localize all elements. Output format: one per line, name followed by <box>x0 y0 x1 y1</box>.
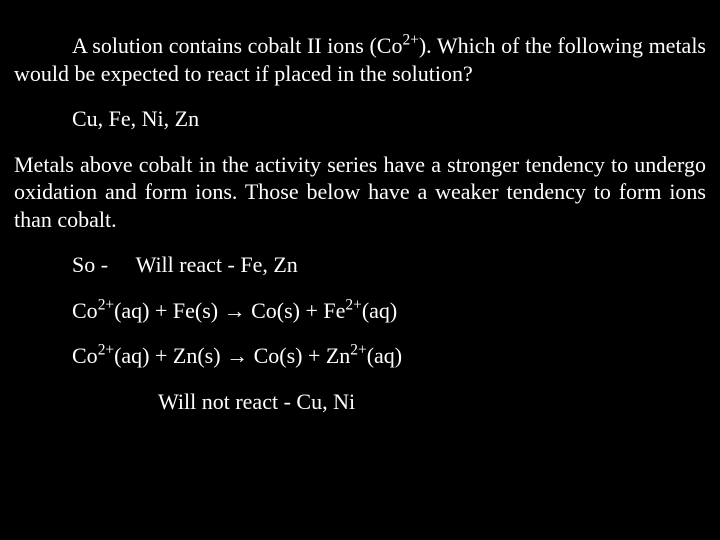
eq2-lhs-sup: 2+ <box>98 342 114 359</box>
cobalt-ion-charge: 2+ <box>402 32 418 49</box>
will-not-react-line: Will not react - Cu, Ni <box>14 388 706 416</box>
eq1-rhs-post: (aq) <box>362 298 397 323</box>
eq2-lhs-mid: (aq) + Zn(s) <box>114 343 226 368</box>
will-react-label: Will react - <box>136 252 241 277</box>
so-line: So - Will react - Fe, Zn <box>14 251 706 279</box>
equation-1: Co2+(aq) + Fe(s) → Co(s) + Fe2+(aq) <box>14 297 706 325</box>
eq2-rhs-pre: Co(s) + Zn <box>248 343 350 368</box>
eq2-rhs-sup: 2+ <box>350 342 366 359</box>
eq2-lhs-pre: Co <box>72 343 98 368</box>
slide-content: A solution contains cobalt II ions (Co2+… <box>0 0 720 415</box>
eq1-rhs-sup: 2+ <box>345 296 361 313</box>
reaction-arrow-icon: → <box>226 343 248 368</box>
question-prefix: A solution contains cobalt II ions (Co <box>72 33 402 58</box>
will-not-react-list: Cu, Ni <box>296 389 355 414</box>
eq1-lhs-sup: 2+ <box>98 296 114 313</box>
will-react-list: Fe, Zn <box>240 252 297 277</box>
explanation-text: Metals above cobalt in the activity seri… <box>14 151 706 234</box>
eq2-rhs-post: (aq) <box>367 343 402 368</box>
reaction-arrow-icon: → <box>224 298 246 323</box>
eq1-lhs-pre: Co <box>72 298 98 323</box>
will-not-react-label: Will not react - <box>158 389 296 414</box>
eq1-lhs-mid: (aq) + Fe(s) <box>114 298 224 323</box>
equation-2: Co2+(aq) + Zn(s) → Co(s) + Zn2+(aq) <box>14 342 706 370</box>
so-label: So - <box>72 252 114 277</box>
eq1-rhs-pre: Co(s) + Fe <box>246 298 346 323</box>
question-text: A solution contains cobalt II ions (Co2+… <box>14 32 706 87</box>
options-line: Cu, Fe, Ni, Zn <box>14 105 706 133</box>
